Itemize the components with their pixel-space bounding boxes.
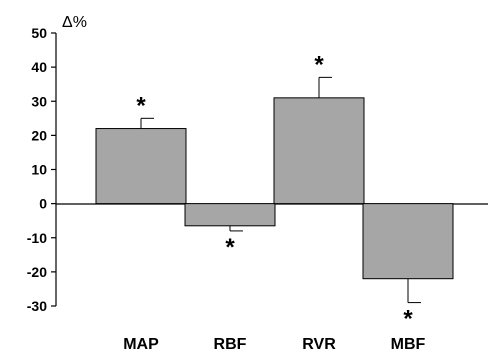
y-tick-label: 40 (31, 59, 47, 75)
category-label-map: MAP (123, 336, 159, 353)
significance-star-rbf: * (225, 234, 235, 261)
bar-mbf (362, 203, 454, 280)
y-tick-label: 20 (31, 127, 47, 143)
bar-map (95, 128, 187, 205)
y-tick-label: 10 (31, 162, 47, 178)
error-bars (140, 76, 421, 304)
y-tick-label: 0 (39, 196, 47, 212)
category-label-rbf: RBF (214, 336, 247, 353)
y-axis-label: Δ% (62, 14, 87, 31)
bars (95, 97, 454, 280)
category-label-rvr: RVR (302, 336, 336, 353)
y-tick-label: 50 (31, 25, 47, 41)
significance-star-map: * (136, 92, 146, 119)
significance-star-rvr: * (314, 51, 324, 78)
y-tick-label: -30 (27, 298, 47, 314)
bar-rvr (273, 97, 365, 205)
significance-star-mbf: * (403, 306, 413, 333)
y-tick-label: -20 (27, 264, 47, 280)
y-tick-label: 30 (31, 93, 47, 109)
bar-rbf (184, 203, 276, 227)
category-labels: MAP RBF RVR MBF (123, 336, 425, 353)
y-tick-label: -10 (27, 230, 47, 246)
category-label-mbf: MBF (391, 336, 426, 353)
y-ticks: -30 -20 -10 0 10 20 30 40 50 (27, 25, 56, 314)
significance-marks: * * * * (136, 51, 413, 332)
